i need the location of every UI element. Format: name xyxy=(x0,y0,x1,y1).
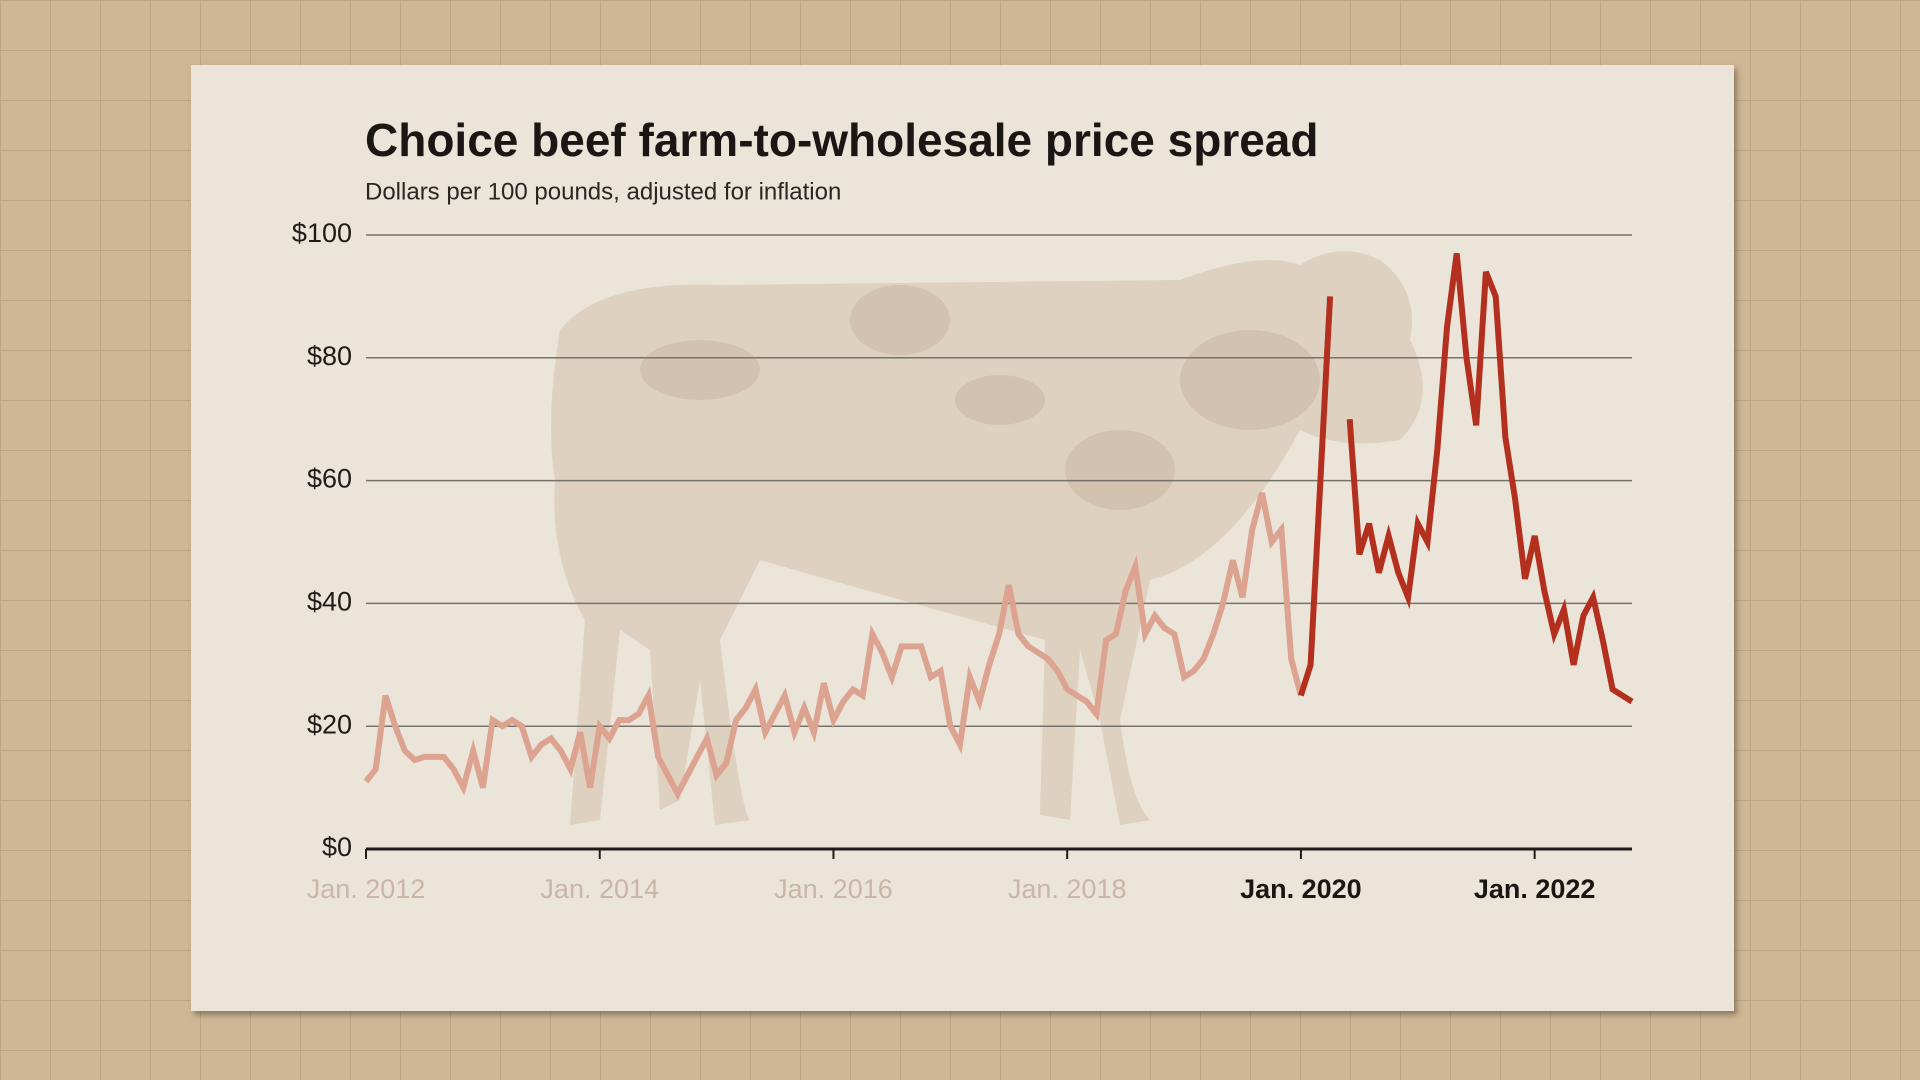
y-tick-label: $0 xyxy=(322,832,352,862)
x-tick-label: Jan. 2020 xyxy=(1240,874,1362,904)
chart-subtitle: Dollars per 100 pounds, adjusted for inf… xyxy=(365,178,841,205)
series-line xyxy=(1298,253,1634,705)
x-tick-label: Jan. 2016 xyxy=(774,874,893,904)
x-tick-label: Jan. 2022 xyxy=(1474,874,1596,904)
y-tick-label: $80 xyxy=(307,341,352,371)
chart-title: Choice beef farm-to-wholesale price spre… xyxy=(365,114,1319,166)
x-tick-label: Jan. 2014 xyxy=(540,874,659,904)
x-tick-label: Jan. 2018 xyxy=(1008,874,1127,904)
cow-spots xyxy=(640,285,1320,510)
y-tick-label: $60 xyxy=(307,464,352,494)
x-tick-label: Jan. 2012 xyxy=(307,874,426,904)
series-line xyxy=(363,492,1304,801)
y-tick-label: $40 xyxy=(307,587,352,617)
y-tick-label: $100 xyxy=(292,218,352,248)
y-tick-label: $20 xyxy=(307,709,352,739)
